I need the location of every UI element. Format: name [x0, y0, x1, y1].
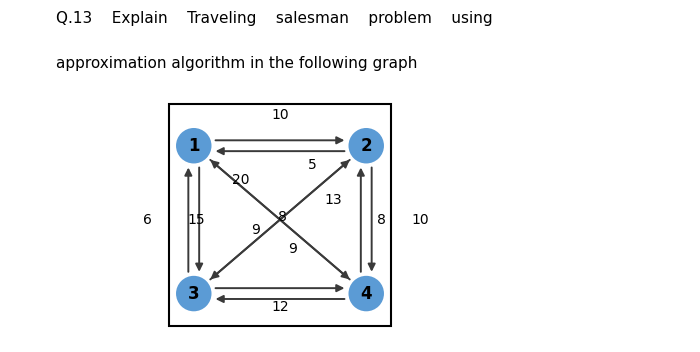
Text: 9: 9 — [251, 222, 260, 237]
Text: Q.13    Explain    Traveling    salesman    problem    using: Q.13 Explain Traveling salesman problem … — [56, 11, 493, 26]
Text: 20: 20 — [232, 173, 249, 187]
Text: 15: 15 — [187, 213, 205, 227]
Text: 9: 9 — [288, 242, 297, 256]
Text: 10: 10 — [412, 213, 429, 227]
Text: 4: 4 — [360, 284, 372, 303]
Text: 8: 8 — [278, 210, 287, 224]
Text: 13: 13 — [324, 193, 342, 207]
Circle shape — [349, 128, 384, 163]
Circle shape — [176, 276, 211, 311]
Text: 12: 12 — [271, 300, 289, 314]
Text: 8: 8 — [377, 213, 386, 227]
Text: 6: 6 — [143, 213, 151, 227]
Circle shape — [349, 276, 384, 311]
Circle shape — [176, 128, 211, 163]
Text: 1: 1 — [188, 137, 199, 155]
Text: approximation algorithm in the following graph: approximation algorithm in the following… — [56, 56, 417, 71]
Text: 3: 3 — [188, 284, 200, 303]
Text: 5: 5 — [308, 158, 316, 172]
Text: 10: 10 — [271, 108, 289, 122]
Text: 2: 2 — [360, 137, 372, 155]
